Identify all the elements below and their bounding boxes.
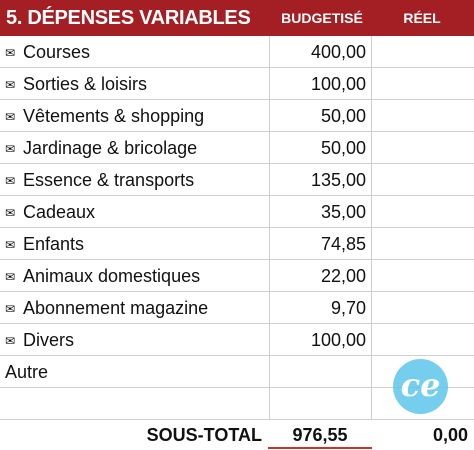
envelope-icon: ✉ <box>5 238 16 252</box>
envelope-icon: ✉ <box>5 46 16 60</box>
expense-label: Animaux domestiques <box>23 266 201 286</box>
table-row: ✉ Abonnement magazine 9,70 <box>0 292 474 324</box>
reel-cell[interactable] <box>372 164 474 196</box>
expense-label-cell[interactable]: Autre <box>5 356 267 388</box>
reel-cell[interactable] <box>372 228 474 260</box>
expense-label-cell[interactable]: ✉ Sorties & loisirs <box>5 68 267 100</box>
subtotal-row: SOUS-TOTAL 976,55 0,00 <box>0 420 474 450</box>
reel-cell[interactable] <box>372 100 474 132</box>
ce-logo-text: ce <box>400 366 441 404</box>
reel-cell[interactable] <box>372 132 474 164</box>
expense-label: Courses <box>23 42 91 62</box>
envelope-icon: ✉ <box>5 206 16 220</box>
expense-label: Enfants <box>23 234 85 254</box>
budget-cell[interactable]: 74,85 <box>320 234 366 254</box>
reel-cell[interactable] <box>372 68 474 100</box>
expense-label: Sorties & loisirs <box>23 74 148 94</box>
column-divider <box>371 36 372 420</box>
expense-label: Cadeaux <box>23 202 96 222</box>
expense-label-cell[interactable]: ✉ Vêtements & shopping <box>5 100 267 132</box>
envelope-icon: ✉ <box>5 334 16 348</box>
reel-cell[interactable] <box>372 196 474 228</box>
expense-label: Divers <box>23 330 75 350</box>
expense-label-cell[interactable]: ✉ Divers <box>5 324 267 356</box>
envelope-icon: ✉ <box>5 174 16 188</box>
expense-label-cell[interactable]: ✉ Abonnement magazine <box>5 292 267 324</box>
budget-cell[interactable]: 135,00 <box>310 170 366 190</box>
expense-label-cell[interactable]: ✉ Jardinage & bricolage <box>5 132 267 164</box>
table-row <box>0 388 474 420</box>
subtotal-reel[interactable]: 0,00 <box>432 425 468 445</box>
envelope-icon: ✉ <box>5 78 16 92</box>
expense-label: Vêtements & shopping <box>23 106 205 126</box>
envelope-icon: ✉ <box>5 270 16 284</box>
envelope-icon: ✉ <box>5 302 16 316</box>
budget-cell[interactable]: 50,00 <box>320 138 366 158</box>
table-row: Autre <box>0 356 474 388</box>
section-header: 5. DÉPENSES VARIABLES BUDGETISÉ RÉEL <box>0 0 474 36</box>
table-row: ✉ Divers 100,00 <box>0 324 474 356</box>
expense-label: Essence & transports <box>23 170 195 190</box>
budget-cell[interactable]: 9,70 <box>330 298 366 318</box>
column-divider <box>269 36 270 420</box>
subtotal-label: SOUS-TOTAL <box>146 425 262 445</box>
expense-label: Autre <box>5 362 49 382</box>
budget-cell[interactable]: 35,00 <box>320 202 366 222</box>
envelope-icon: ✉ <box>5 142 16 156</box>
budget-cell[interactable]: 22,00 <box>320 266 366 286</box>
table-row: ✉ Vêtements & shopping 50,00 <box>0 100 474 132</box>
budget-cell[interactable]: 400,00 <box>310 42 366 62</box>
table-row: ✉ Essence & transports 135,00 <box>0 164 474 196</box>
table-row: ✉ Cadeaux 35,00 <box>0 196 474 228</box>
expense-label-cell[interactable]: ✉ Essence & transports <box>5 164 267 196</box>
expense-label: Jardinage & bricolage <box>23 138 198 158</box>
table-row: ✉ Jardinage & bricolage 50,00 <box>0 132 474 164</box>
reel-cell[interactable] <box>372 292 474 324</box>
budget-cell[interactable] <box>270 388 370 420</box>
budget-cell[interactable]: 50,00 <box>320 106 366 126</box>
expense-label-cell[interactable]: ✉ Enfants <box>5 228 267 260</box>
subtotal-budget[interactable]: 976,55 <box>292 425 348 445</box>
reel-cell[interactable] <box>372 260 474 292</box>
section-title: 5. DÉPENSES VARIABLES <box>6 7 251 29</box>
table-row: ✉ Enfants 74,85 <box>0 228 474 260</box>
column-header-reel: RÉEL <box>403 10 441 26</box>
ce-logo: ce <box>393 359 448 414</box>
budget-cell[interactable]: 100,00 <box>310 330 366 350</box>
table-row: ✉ Animaux domestiques 22,00 <box>0 260 474 292</box>
table-row: ✉ Sorties & loisirs 100,00 <box>0 68 474 100</box>
table-row: ✉ Courses 400,00 <box>0 36 474 68</box>
expense-label-cell[interactable]: ✉ Courses <box>5 36 267 68</box>
expense-label-cell[interactable] <box>5 388 267 420</box>
reel-cell[interactable] <box>372 36 474 68</box>
expense-label-cell[interactable]: ✉ Animaux domestiques <box>5 260 267 292</box>
column-header-budget: BUDGETISÉ <box>281 10 363 26</box>
subtotal-underline <box>268 447 372 449</box>
reel-cell[interactable] <box>372 324 474 356</box>
expense-label-cell[interactable]: ✉ Cadeaux <box>5 196 267 228</box>
budget-cell[interactable] <box>270 356 370 388</box>
expense-label: Abonnement magazine <box>23 298 209 318</box>
envelope-icon: ✉ <box>5 110 16 124</box>
budget-cell[interactable]: 100,00 <box>310 74 366 94</box>
